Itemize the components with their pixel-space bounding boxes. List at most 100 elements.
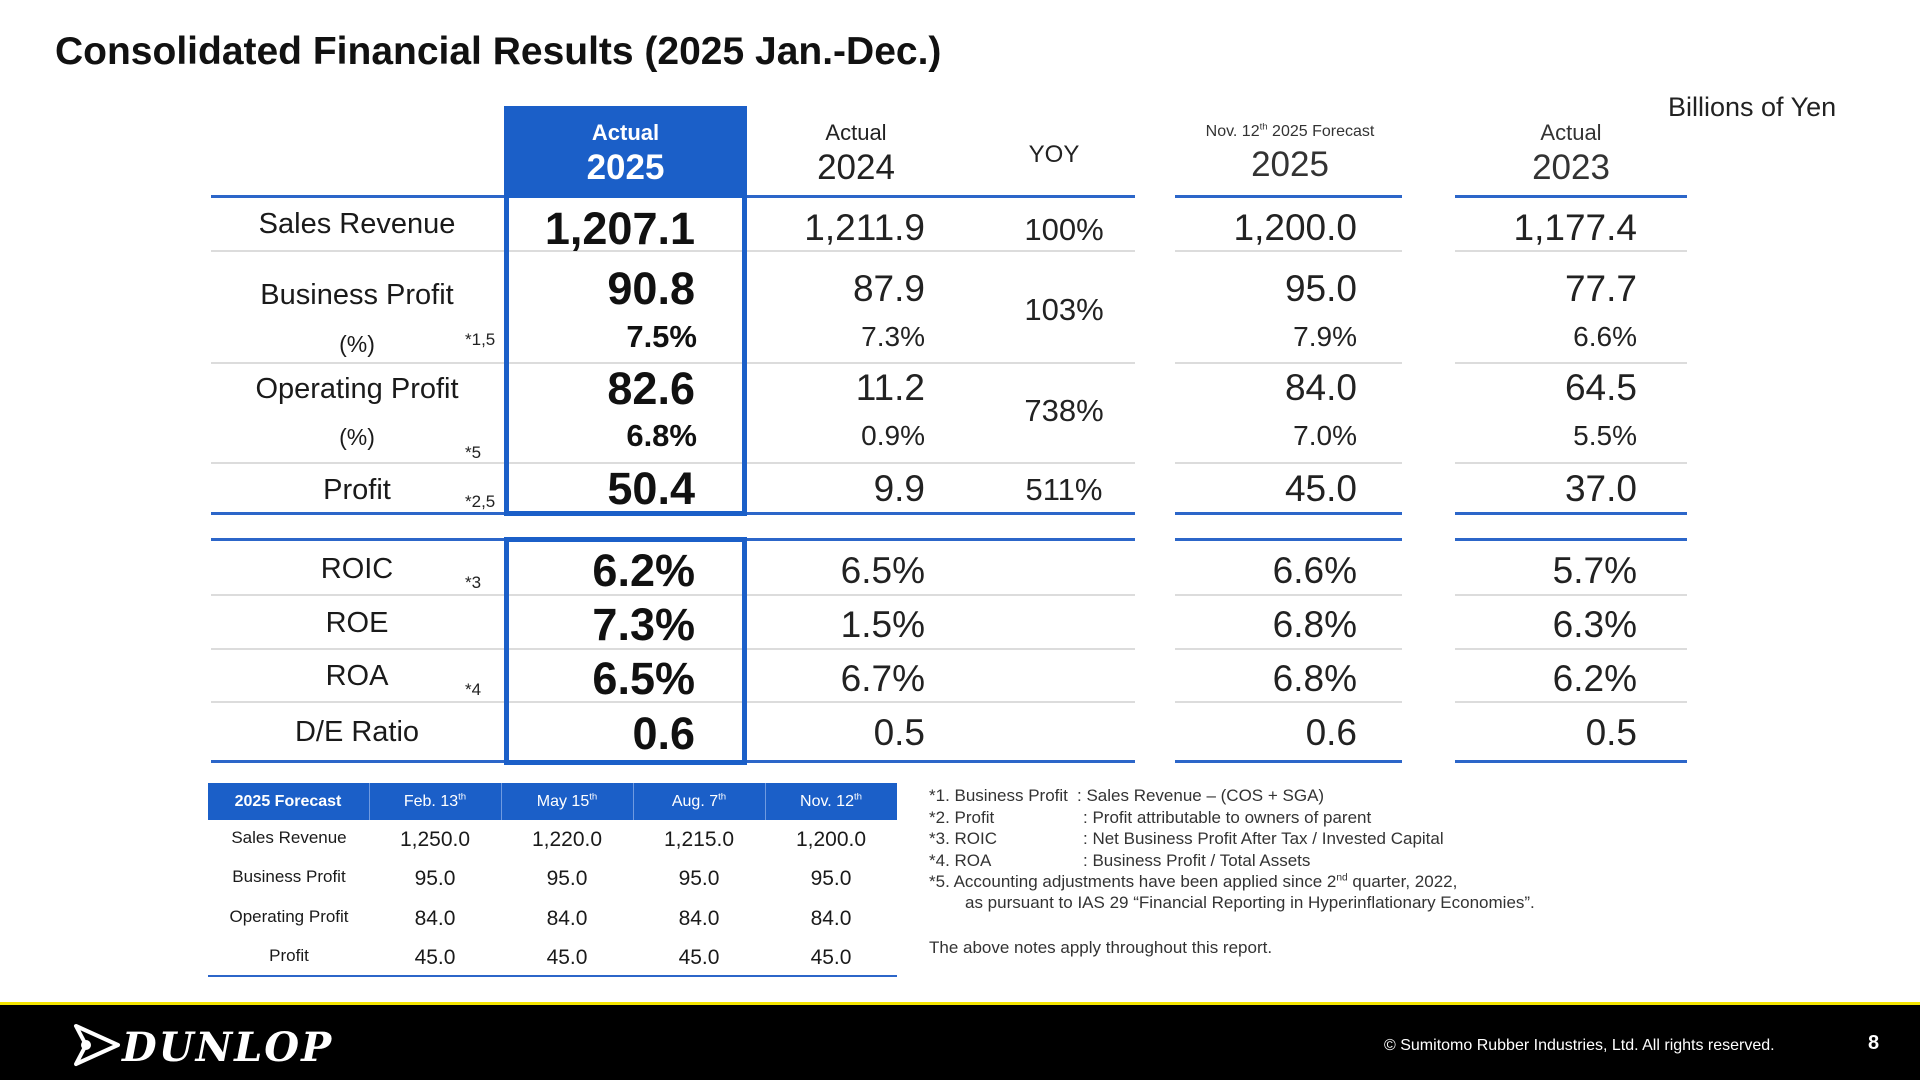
roe-actual-2024: 1.5% — [840, 604, 925, 645]
header-c4-year: 2023 — [1532, 148, 1610, 187]
divider — [1175, 648, 1402, 650]
header-c4-sub: Actual — [1540, 120, 1602, 145]
footer-bar — [0, 1005, 1920, 1080]
divider — [369, 783, 370, 820]
bp-pct-actual-2025: 7.5% — [626, 319, 697, 354]
footnote-4-term: *4. ROA — [929, 851, 992, 870]
divider — [1455, 648, 1687, 650]
forecast-row-label: Profit — [269, 946, 309, 965]
rule — [1455, 195, 1687, 198]
roic-actual-2025: 6.2% — [592, 545, 695, 596]
bp-pct-actual-2023: 6.6% — [1573, 321, 1637, 352]
header-c1-year: 2025 — [586, 148, 665, 187]
footnote-general: The above notes apply throughout this re… — [929, 938, 1273, 957]
row-label-bp-pct: (%) — [339, 331, 375, 357]
footnote-2-term: *2. Profit — [929, 808, 995, 827]
divider — [211, 594, 1135, 596]
op-forecast-2025: 84.0 — [1284, 367, 1357, 408]
header-c2-year: 2024 — [817, 148, 895, 187]
forecast-table-bottom-rule — [208, 975, 897, 977]
row-label-sales: Sales Revenue — [258, 208, 456, 240]
forecast-cell: 45.0 — [414, 946, 456, 969]
row-label-roic: ROIC — [320, 553, 394, 585]
sales-yoy: 100% — [1024, 212, 1104, 247]
header-yoy: YOY — [1028, 141, 1080, 168]
roic-forecast-2025: 6.6% — [1272, 550, 1357, 591]
rule — [1175, 538, 1402, 541]
divider — [1455, 362, 1687, 364]
forecast-row-label: Sales Revenue — [231, 828, 347, 847]
profit-forecast-2025: 45.0 — [1284, 468, 1357, 509]
header-actual-2025-highlight — [504, 106, 747, 198]
profit-yoy: 511% — [1025, 472, 1103, 507]
copyright: © Sumitomo Rubber Industries, Ltd. All r… — [1384, 1037, 1775, 1054]
sales-actual-2023: 1,177.4 — [1513, 207, 1637, 248]
footnote-5-line2: as pursuant to IAS 29 “Financial Reporti… — [965, 893, 1535, 912]
bp-actual-2024: 87.9 — [852, 268, 925, 309]
divider — [1175, 250, 1402, 252]
row-label-op-pct: (%) — [339, 424, 375, 450]
divider — [211, 362, 1135, 364]
footnote-5: *5. Accounting adjustments have been app… — [929, 872, 1458, 891]
de-actual-2025: 0.6 — [632, 708, 695, 759]
rule — [1175, 195, 1402, 198]
forecast-row-label: Operating Profit — [229, 907, 349, 926]
rule — [1175, 760, 1402, 763]
forecast-cell: 84.0 — [678, 907, 720, 930]
unit-label: Billions of Yen — [1668, 92, 1837, 122]
footnote-ref-roa: *4 — [465, 680, 482, 699]
rule — [1455, 538, 1687, 541]
bp-actual-2025: 90.8 — [607, 263, 695, 314]
op-pct-actual-2024: 0.9% — [861, 420, 925, 451]
forecast-cell: 45.0 — [810, 946, 852, 969]
footnote-1-def: : Sales Revenue – (COS + SGA) — [1077, 786, 1325, 805]
divider — [1175, 462, 1402, 464]
op-pct-actual-2025: 6.8% — [626, 418, 697, 453]
row-label-roe: ROE — [325, 607, 389, 639]
row-label-profit: Profit — [323, 474, 391, 506]
forecast-cell: 45.0 — [678, 946, 720, 969]
de-actual-2023: 0.5 — [1585, 712, 1637, 753]
roa-actual-2025: 6.5% — [592, 653, 695, 704]
header-c3-sub: Nov. 12th 2025 Forecast — [1205, 121, 1375, 140]
footnote-3-term: *3. ROIC — [929, 829, 998, 848]
divider — [1455, 701, 1687, 703]
rule — [1175, 512, 1402, 515]
rule — [1455, 760, 1687, 763]
divider — [1455, 594, 1687, 596]
divider — [211, 648, 1135, 650]
roic-actual-2024: 6.5% — [840, 550, 925, 591]
forecast-cell: 95.0 — [414, 867, 456, 890]
forecast-cell: 95.0 — [810, 867, 852, 890]
highlight-frame-lower — [504, 537, 747, 765]
de-forecast-2025: 0.6 — [1305, 712, 1357, 753]
divider — [633, 783, 634, 820]
profit-actual-2023: 37.0 — [1564, 468, 1637, 509]
footnote-4-def: : Business Profit / Total Assets — [1083, 851, 1311, 870]
forecast-date-aug: Aug. 7th — [671, 791, 727, 810]
header-c3-year: 2025 — [1251, 145, 1329, 184]
divider — [501, 783, 502, 820]
forecast-cell: 95.0 — [546, 867, 588, 890]
forecast-date-feb: Feb. 13th — [403, 791, 467, 810]
profit-actual-2025: 50.4 — [607, 463, 695, 514]
forecast-cell: 1,220.0 — [531, 828, 603, 851]
footnote-ref-profit: *2,5 — [465, 492, 496, 511]
forecast-date-nov: Nov. 12th — [800, 791, 862, 810]
highlight-frame-upper — [504, 190, 747, 516]
row-label-operating-profit: Operating Profit — [255, 373, 459, 405]
op-actual-2025: 82.6 — [607, 363, 695, 414]
row-label-roa: ROA — [325, 660, 389, 692]
forecast-cell: 84.0 — [414, 907, 456, 930]
forecast-date-may: May 15th — [536, 791, 598, 810]
sales-actual-2024: 1,211.9 — [804, 207, 925, 248]
divider — [1455, 462, 1687, 464]
rule — [211, 195, 504, 198]
roa-actual-2023: 6.2% — [1552, 658, 1637, 699]
divider — [1175, 362, 1402, 364]
dunlop-logo-icon — [72, 1018, 122, 1072]
forecast-cell: 45.0 — [546, 946, 588, 969]
footnote-ref-roic: *3 — [465, 573, 482, 592]
footnote-1-term: *1. Business Profit — [929, 786, 1068, 805]
footnote-2-def: : Profit attributable to owners of paren… — [1083, 808, 1372, 827]
